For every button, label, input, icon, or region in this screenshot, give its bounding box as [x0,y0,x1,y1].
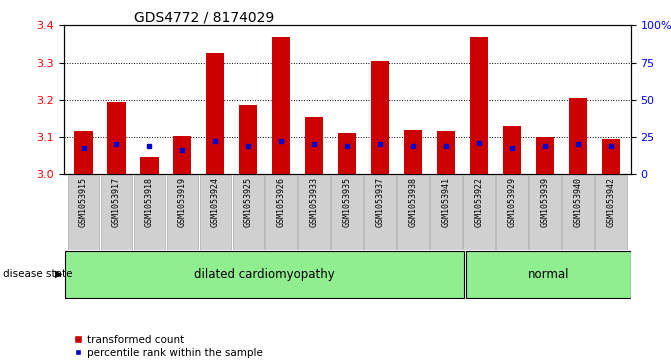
FancyBboxPatch shape [463,175,495,250]
Text: GSM1053939: GSM1053939 [541,176,550,227]
Bar [272,37,291,174]
Legend: transformed count, percentile rank within the sample: transformed count, percentile rank withi… [72,335,263,358]
Text: disease state: disease state [3,269,73,279]
Bar [338,133,356,174]
Bar [173,136,191,174]
Text: GSM1053924: GSM1053924 [211,176,220,227]
Bar [305,117,323,174]
Text: GSM1053915: GSM1053915 [79,176,88,227]
Bar [107,102,125,174]
Bar [437,131,455,174]
FancyBboxPatch shape [166,175,198,250]
Text: dilated cardiomyopathy: dilated cardiomyopathy [195,269,336,281]
FancyBboxPatch shape [299,175,330,250]
FancyBboxPatch shape [331,175,363,250]
FancyBboxPatch shape [68,175,99,250]
FancyBboxPatch shape [134,175,165,250]
Text: GSM1053933: GSM1053933 [310,176,319,227]
Bar [470,37,488,174]
Bar [503,126,521,174]
Text: GSM1053935: GSM1053935 [343,176,352,227]
Text: GSM1053929: GSM1053929 [507,176,517,227]
Bar [240,105,258,174]
FancyBboxPatch shape [562,175,594,250]
Text: GSM1053942: GSM1053942 [607,176,615,227]
FancyBboxPatch shape [595,175,627,250]
Text: GSM1053937: GSM1053937 [376,176,384,227]
Text: GSM1053919: GSM1053919 [178,176,187,227]
Text: normal: normal [527,269,569,281]
Text: GSM1053918: GSM1053918 [145,176,154,227]
FancyBboxPatch shape [397,175,429,250]
FancyBboxPatch shape [199,175,231,250]
Bar [371,61,389,174]
FancyBboxPatch shape [497,175,528,250]
FancyBboxPatch shape [65,252,464,298]
Bar [404,130,422,174]
FancyBboxPatch shape [529,175,561,250]
FancyBboxPatch shape [364,175,396,250]
Text: GSM1053938: GSM1053938 [409,176,417,227]
Text: GSM1053925: GSM1053925 [244,176,253,227]
Bar [536,137,554,174]
Text: GSM1053917: GSM1053917 [112,176,121,227]
FancyBboxPatch shape [233,175,264,250]
Bar [206,53,224,174]
Text: GDS4772 / 8174029: GDS4772 / 8174029 [134,11,274,25]
FancyBboxPatch shape [266,175,297,250]
Bar [74,131,93,174]
FancyBboxPatch shape [466,252,631,298]
Text: GSM1053922: GSM1053922 [474,176,484,227]
FancyBboxPatch shape [430,175,462,250]
Text: ▶: ▶ [55,269,62,279]
Text: GSM1053926: GSM1053926 [277,176,286,227]
Bar [140,158,158,174]
Text: GSM1053941: GSM1053941 [442,176,451,227]
Text: GSM1053940: GSM1053940 [574,176,582,227]
FancyBboxPatch shape [101,175,132,250]
Bar [602,139,620,174]
Bar [569,98,587,174]
